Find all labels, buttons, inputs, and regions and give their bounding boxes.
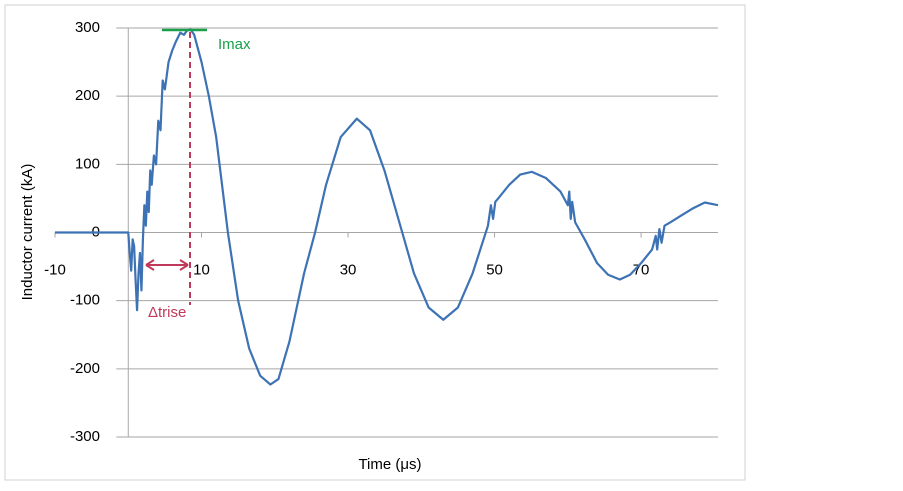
x-tick-label: 10 — [193, 261, 210, 278]
arrow-heads — [145, 259, 189, 271]
imax-label: Imax — [218, 36, 251, 53]
x-tick-label: 30 — [340, 261, 357, 278]
y-tick-label: 100 — [75, 155, 100, 172]
x-tick-label: -10 — [44, 261, 66, 278]
y-tick-label: -200 — [70, 360, 100, 377]
data-line — [55, 28, 719, 386]
y-tick-label: 300 — [75, 19, 100, 36]
x-axis-title: Time (μs) — [358, 456, 421, 473]
chart-frame — [4, 4, 746, 481]
annotations: Imax Δtrise — [145, 28, 251, 321]
y-axis-title: Inductor current (kA) — [19, 164, 36, 301]
x-tick-label: 50 — [486, 261, 503, 278]
trise-label: Δtrise — [148, 304, 186, 321]
x-tick-label: 70 — [633, 261, 650, 278]
y-tick-label: 200 — [75, 87, 100, 104]
y-tick-label: -100 — [70, 292, 100, 309]
y-tick-label: -300 — [70, 428, 100, 445]
